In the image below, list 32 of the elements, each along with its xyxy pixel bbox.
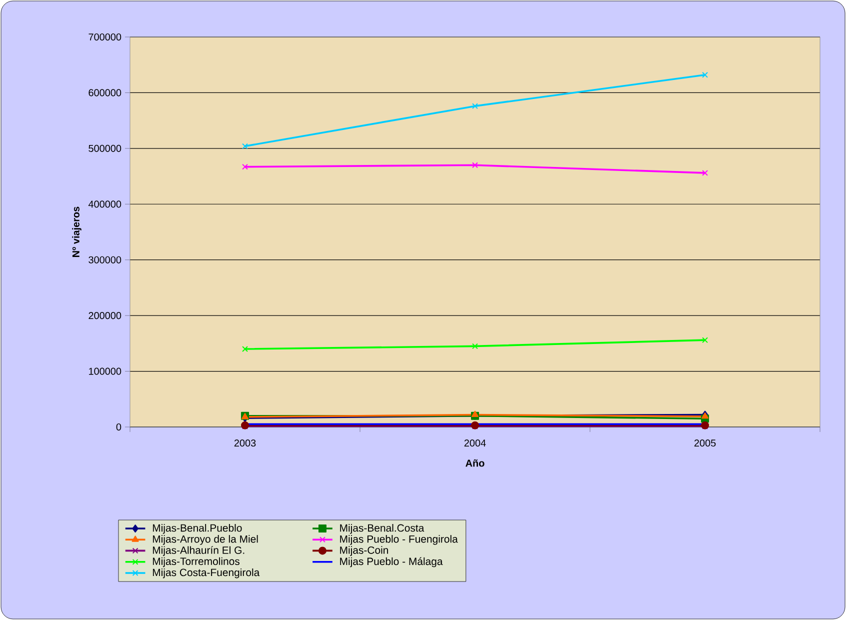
legend-label: Mijas-Alhaurín El G.: [152, 546, 244, 556]
point: [472, 162, 478, 168]
y-tick-label: 200000: [88, 312, 122, 320]
y-tick-label: 300000: [88, 256, 122, 264]
y-tick-label: 100000: [89, 368, 122, 375]
point: [242, 143, 248, 150]
point: [472, 103, 478, 110]
point: [242, 164, 248, 170]
x-tick-label: 2004: [464, 440, 486, 447]
point: [702, 170, 708, 176]
legend-label: Mijas Pueblo - Málaga: [340, 557, 443, 568]
x-tick-label: 2005: [694, 440, 716, 447]
legend-label: Mijas Pueblo - Fuengirola: [340, 535, 458, 545]
y-tick-label: 500000: [88, 144, 122, 152]
legend-label: Mijas-Arroyo de la Miel: [152, 535, 258, 545]
point: [702, 72, 708, 78]
point: [472, 343, 478, 350]
legend-label: Mijas-Benal.Pueblo: [152, 524, 242, 534]
legend-label: Mijas-Benal.Costa: [340, 524, 424, 534]
y-tick-label: 700000: [88, 33, 122, 41]
y-tick-label: 0: [116, 423, 122, 431]
x-tick-label: 2003: [234, 440, 256, 447]
legend-label: Mijas-Torremolinos: [152, 557, 240, 568]
y-tick-label: 600000: [88, 89, 122, 96]
legend-label: Mijas-Coin: [340, 546, 388, 556]
point: [702, 337, 708, 344]
x-axis-title: Año: [466, 459, 484, 467]
y-tick-label: 400000: [88, 200, 122, 208]
point: [471, 410, 479, 417]
point: [242, 346, 248, 352]
legend-label: Mijas Costa-Fuengirola: [152, 568, 260, 578]
y-axis-title: Nº viajeros: [72, 206, 82, 257]
